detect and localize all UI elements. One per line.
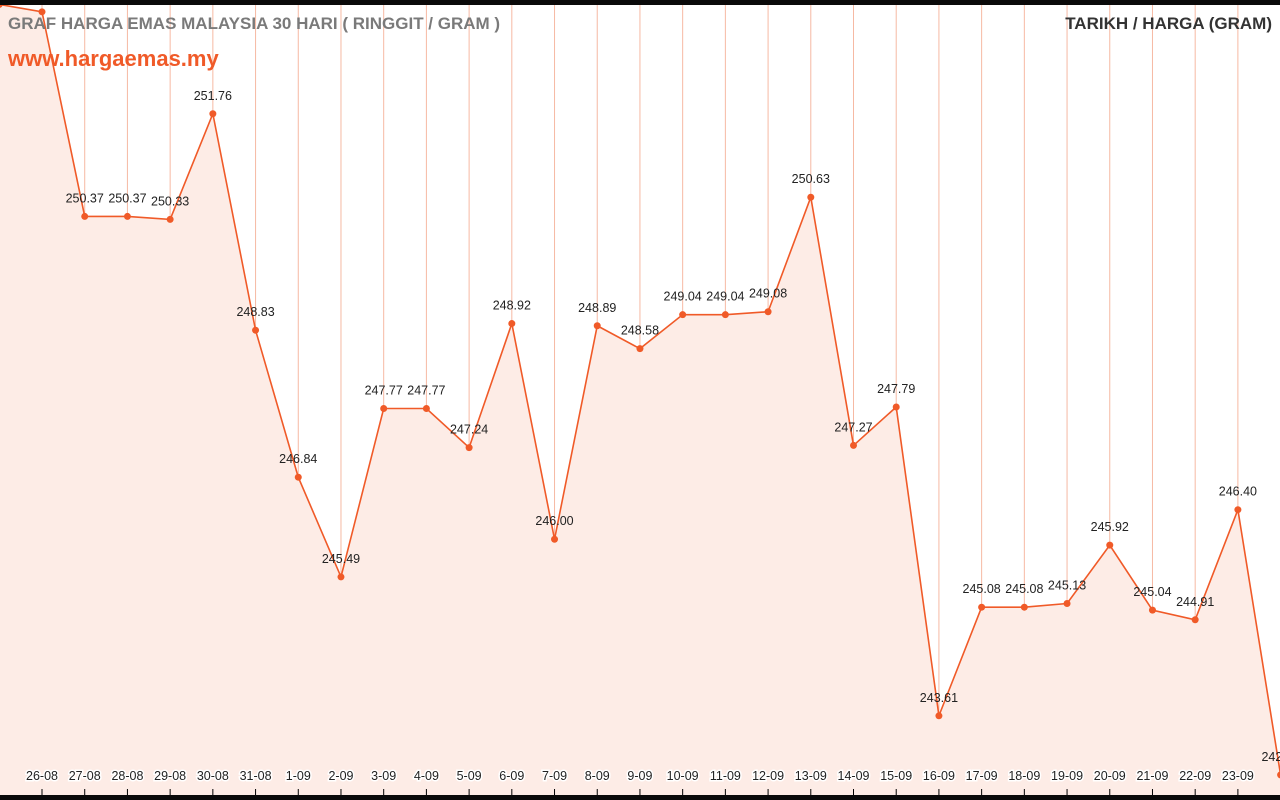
data-label: 250.37 xyxy=(66,191,104,205)
data-point[interactable] xyxy=(252,326,260,334)
x-tick-label: 14-09 xyxy=(838,769,870,783)
x-tick-label: 2-09 xyxy=(328,769,353,783)
x-tick-label: 28-08 xyxy=(111,769,143,783)
data-point[interactable] xyxy=(892,403,900,411)
data-label: 250.63 xyxy=(792,172,830,186)
x-tick-label: 15-09 xyxy=(880,769,912,783)
data-point[interactable] xyxy=(508,320,516,328)
data-point[interactable] xyxy=(209,110,217,118)
data-point[interactable] xyxy=(1234,506,1242,514)
data-label: 244.91 xyxy=(1176,595,1214,609)
x-ticks xyxy=(41,789,1239,795)
data-label: 245.04 xyxy=(1133,585,1171,599)
data-point[interactable] xyxy=(764,308,772,316)
x-tick-label: 6-09 xyxy=(499,769,524,783)
x-tick-label: 22-09 xyxy=(1179,769,1211,783)
data-label: 248.58 xyxy=(621,324,659,338)
x-tick-label: 12-09 xyxy=(752,769,784,783)
data-point[interactable] xyxy=(380,404,388,412)
x-tick-label: 16-09 xyxy=(923,769,955,783)
x-tick-label: 20-09 xyxy=(1094,769,1126,783)
data-label: 250.37 xyxy=(108,191,146,205)
data-point[interactable] xyxy=(935,712,943,720)
data-label: 247.24 xyxy=(450,423,488,437)
x-tick-label: 31-08 xyxy=(240,769,272,783)
chart-title: GRAF HARGA EMAS MALAYSIA 30 HARI ( RINGG… xyxy=(8,14,501,33)
x-tick-label: 27-08 xyxy=(69,769,101,783)
price-area-fill xyxy=(0,4,1280,800)
x-tick-label: 3-09 xyxy=(371,769,396,783)
data-point[interactable] xyxy=(1148,606,1156,614)
x-tick-label: 21-09 xyxy=(1136,769,1168,783)
data-label: 248.83 xyxy=(236,305,274,319)
website-link[interactable]: www.hargaemas.my xyxy=(8,46,219,71)
data-labels: 253.24253.14250.37250.37250.33251.76248.… xyxy=(23,0,1280,764)
bottom-border xyxy=(0,795,1280,800)
top-border xyxy=(0,0,1280,5)
data-point[interactable] xyxy=(422,404,430,412)
x-tick-label: 1-09 xyxy=(286,769,311,783)
data-point[interactable] xyxy=(465,444,473,452)
data-point[interactable] xyxy=(551,535,559,543)
data-point[interactable] xyxy=(337,573,345,581)
data-label: 245.08 xyxy=(1005,582,1043,596)
x-tick-label: 5-09 xyxy=(457,769,482,783)
x-tick-label: 23-09 xyxy=(1222,769,1254,783)
data-label: 249.08 xyxy=(749,287,787,301)
data-label: 245.92 xyxy=(1091,520,1129,534)
data-point[interactable] xyxy=(721,311,729,319)
data-point[interactable] xyxy=(1020,603,1028,611)
data-label: 247.79 xyxy=(877,382,915,396)
data-label: 247.77 xyxy=(365,383,403,397)
x-tick-label: 7-09 xyxy=(542,769,567,783)
data-point[interactable] xyxy=(593,322,601,330)
data-point[interactable] xyxy=(1063,600,1071,608)
x-tick-label: 30-08 xyxy=(197,769,229,783)
x-tick-label: 18-09 xyxy=(1008,769,1040,783)
x-tick-label: 4-09 xyxy=(414,769,439,783)
data-label: 246.84 xyxy=(279,452,317,466)
x-tick-label: 19-09 xyxy=(1051,769,1083,783)
x-tick-label: 29-08 xyxy=(154,769,186,783)
x-tick-label: 8-09 xyxy=(585,769,610,783)
data-points xyxy=(0,1,1280,779)
data-point[interactable] xyxy=(38,8,46,16)
x-tick-label: 13-09 xyxy=(795,769,827,783)
data-label: 247.27 xyxy=(834,420,872,434)
data-point[interactable] xyxy=(807,193,815,201)
data-label: 248.89 xyxy=(578,301,616,315)
data-point[interactable] xyxy=(850,441,857,449)
x-tick-label: 9-09 xyxy=(627,769,652,783)
data-point[interactable] xyxy=(123,212,131,220)
x-tick-labels: 26-08 27-08 28-08 29-08 30-08 31-08 1-09 2-09 3-… xyxy=(25,768,1256,785)
data-label: 250.33 xyxy=(151,194,189,208)
data-point[interactable] xyxy=(1277,771,1280,779)
x-tick-label: 17-09 xyxy=(966,769,998,783)
data-point[interactable] xyxy=(1106,541,1114,549)
x-tick-label: 11-09 xyxy=(710,769,741,783)
data-point[interactable] xyxy=(679,311,687,319)
data-label: 245.49 xyxy=(322,552,360,566)
data-label: 249.04 xyxy=(706,290,744,304)
data-label: 242.81 xyxy=(1261,750,1280,764)
data-label: 245.13 xyxy=(1048,579,1086,593)
data-label: 249.04 xyxy=(664,290,702,304)
data-label: 251.76 xyxy=(194,89,232,103)
data-label: 248.92 xyxy=(493,299,531,313)
data-label: 247.77 xyxy=(407,383,445,397)
data-point[interactable] xyxy=(81,212,89,220)
data-point[interactable] xyxy=(294,473,302,481)
data-label: 246.00 xyxy=(535,514,573,528)
data-point[interactable] xyxy=(978,603,986,611)
data-point[interactable] xyxy=(166,215,174,223)
data-label: 246.40 xyxy=(1219,485,1257,499)
x-tick-label: 10-09 xyxy=(667,769,699,783)
data-label: 245.08 xyxy=(963,582,1001,596)
legend-label: TARIKH / HARGA (GRAM) xyxy=(1065,14,1272,33)
data-point[interactable] xyxy=(1191,616,1199,624)
data-point[interactable] xyxy=(636,345,644,353)
x-tick-label: 26-08 xyxy=(26,769,58,783)
data-label: 243.61 xyxy=(920,691,958,705)
